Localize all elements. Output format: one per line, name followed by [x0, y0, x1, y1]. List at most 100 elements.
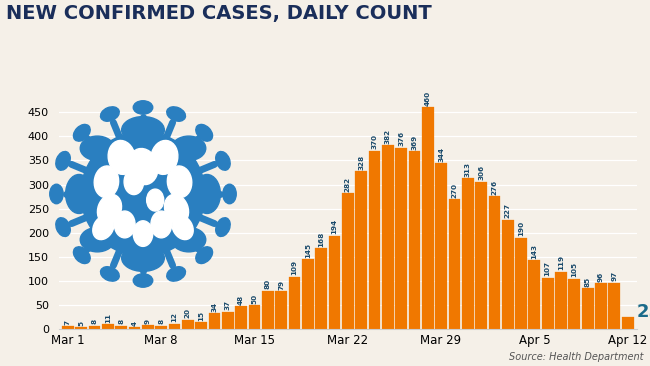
- Ellipse shape: [73, 124, 90, 141]
- Text: 276: 276: [491, 180, 497, 195]
- Ellipse shape: [151, 211, 172, 238]
- Bar: [342, 193, 354, 329]
- Text: 37: 37: [225, 300, 231, 310]
- Ellipse shape: [101, 107, 119, 121]
- Ellipse shape: [172, 136, 206, 160]
- Ellipse shape: [196, 124, 213, 141]
- Text: 227: 227: [504, 203, 511, 219]
- Bar: [315, 248, 327, 329]
- Bar: [462, 178, 474, 329]
- Ellipse shape: [216, 152, 230, 170]
- Ellipse shape: [124, 169, 144, 195]
- Bar: [75, 327, 87, 329]
- Text: 4: 4: [131, 321, 138, 326]
- Bar: [436, 163, 447, 329]
- Text: 96: 96: [598, 271, 604, 281]
- Text: 282: 282: [344, 177, 351, 192]
- Ellipse shape: [56, 218, 70, 236]
- Ellipse shape: [167, 107, 185, 121]
- Text: 11: 11: [105, 313, 111, 323]
- Text: 25: 25: [636, 303, 650, 321]
- Ellipse shape: [94, 166, 119, 198]
- Text: 313: 313: [465, 162, 471, 177]
- Bar: [555, 272, 567, 329]
- Bar: [448, 199, 460, 329]
- Ellipse shape: [167, 166, 192, 198]
- Text: 109: 109: [291, 260, 298, 275]
- Ellipse shape: [223, 184, 236, 204]
- Text: 20: 20: [185, 308, 191, 318]
- Bar: [155, 325, 167, 329]
- Bar: [168, 324, 180, 329]
- Ellipse shape: [196, 247, 213, 264]
- Text: 9: 9: [145, 318, 151, 324]
- Ellipse shape: [133, 101, 153, 114]
- Text: 194: 194: [332, 219, 337, 234]
- Text: 8: 8: [118, 319, 124, 324]
- Text: 382: 382: [385, 128, 391, 143]
- Bar: [275, 291, 287, 329]
- Bar: [595, 283, 607, 329]
- Text: 97: 97: [612, 271, 618, 281]
- Bar: [582, 288, 593, 329]
- Text: 328: 328: [358, 154, 364, 169]
- Text: 15: 15: [198, 311, 204, 321]
- Ellipse shape: [56, 152, 70, 170]
- Bar: [182, 320, 194, 329]
- Bar: [569, 279, 580, 329]
- Ellipse shape: [73, 247, 90, 264]
- Circle shape: [81, 132, 205, 256]
- Bar: [515, 238, 527, 329]
- Bar: [382, 145, 394, 329]
- Ellipse shape: [66, 175, 92, 213]
- Bar: [489, 196, 500, 329]
- Bar: [88, 325, 100, 329]
- Bar: [142, 325, 153, 329]
- Bar: [528, 260, 540, 329]
- Text: 270: 270: [451, 183, 458, 198]
- Text: 50: 50: [252, 294, 257, 304]
- Bar: [289, 277, 300, 329]
- Ellipse shape: [98, 194, 122, 224]
- Text: 79: 79: [278, 280, 284, 290]
- Bar: [395, 148, 407, 329]
- Bar: [369, 151, 380, 329]
- Ellipse shape: [122, 117, 164, 143]
- Text: 143: 143: [531, 244, 538, 259]
- Ellipse shape: [133, 274, 153, 287]
- Ellipse shape: [151, 141, 178, 174]
- Bar: [262, 291, 274, 329]
- Ellipse shape: [167, 267, 185, 281]
- Text: 369: 369: [411, 135, 417, 150]
- Text: 105: 105: [571, 262, 577, 277]
- Text: 34: 34: [211, 302, 218, 311]
- Ellipse shape: [216, 218, 230, 236]
- Bar: [328, 236, 341, 329]
- Bar: [475, 182, 487, 329]
- Ellipse shape: [101, 267, 119, 281]
- Ellipse shape: [114, 211, 135, 238]
- Text: 85: 85: [585, 277, 591, 287]
- Text: 12: 12: [172, 312, 177, 322]
- Bar: [209, 313, 220, 329]
- Text: 168: 168: [318, 232, 324, 247]
- Bar: [102, 324, 114, 329]
- Text: 145: 145: [305, 243, 311, 258]
- Ellipse shape: [80, 228, 114, 252]
- Bar: [622, 317, 634, 329]
- Bar: [355, 171, 367, 329]
- Ellipse shape: [194, 175, 220, 213]
- Bar: [62, 326, 73, 329]
- Ellipse shape: [80, 136, 114, 160]
- Text: 306: 306: [478, 165, 484, 180]
- Bar: [608, 283, 620, 329]
- Bar: [248, 305, 260, 329]
- Bar: [302, 259, 314, 329]
- Ellipse shape: [128, 149, 158, 184]
- Text: 370: 370: [371, 134, 378, 149]
- Text: 376: 376: [398, 131, 404, 146]
- Ellipse shape: [108, 141, 135, 174]
- Bar: [129, 328, 140, 329]
- Bar: [235, 306, 247, 329]
- Bar: [409, 151, 421, 329]
